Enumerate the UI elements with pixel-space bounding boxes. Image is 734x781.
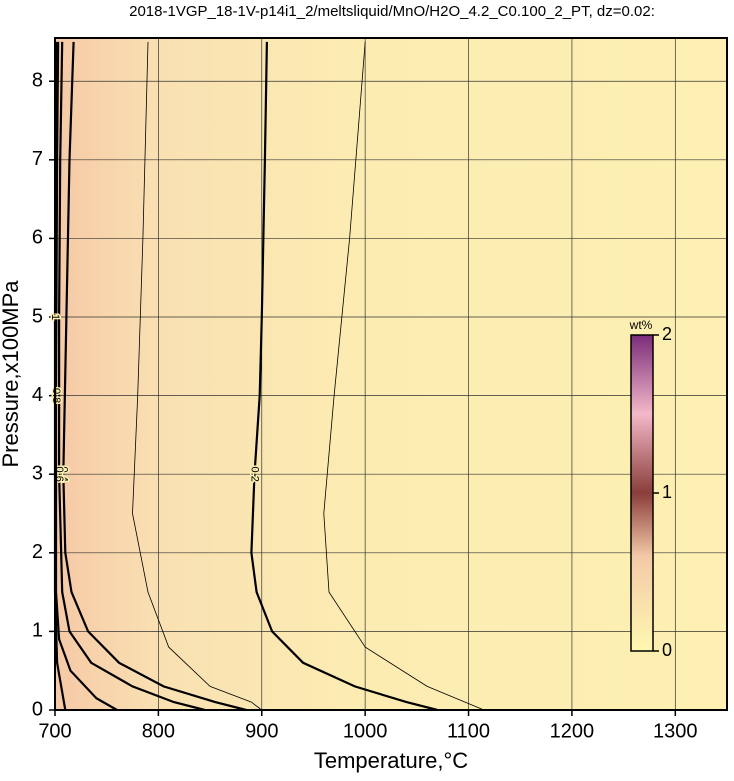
x-axis-label: Temperature,°C: [314, 748, 468, 773]
x-tick-label: 800: [142, 720, 175, 742]
y-tick-label: 7: [32, 148, 43, 170]
y-tick-label: 8: [32, 70, 43, 92]
contour-label: 0.2: [249, 467, 261, 482]
y-axis-label: Pressure,x100MPa: [0, 280, 23, 468]
contour-line: [132, 41, 263, 711]
contour-line: [54, 41, 118, 711]
colorbar: [630, 334, 654, 652]
chart-title: 2018-1VGP_18-1V-p14i1_2/meltsliquid/MnO/…: [129, 3, 655, 20]
x-tick-label: 1100: [447, 720, 490, 742]
contour-line: [62, 41, 247, 712]
colorbar-tick-label: 0: [662, 640, 672, 660]
y-tick-label: 6: [32, 227, 43, 249]
contour-line: [250, 41, 438, 712]
contour-line: [323, 41, 485, 711]
contour-label: 0.8: [50, 388, 62, 403]
x-tick-label: 1000: [343, 720, 388, 742]
contour-label: 1: [49, 314, 61, 320]
colorbar-tick-label: 2: [662, 324, 672, 344]
x-tick-label: 900: [245, 720, 278, 742]
y-tick-label: 1: [32, 620, 43, 642]
y-tick-label: 5: [32, 305, 43, 327]
y-tick-label: 3: [32, 462, 43, 484]
x-tick-label: 1200: [550, 720, 595, 742]
y-tick-label: 0: [32, 698, 43, 720]
colorbar-label: wt%: [629, 318, 653, 332]
colorbar-tick-label: 1: [662, 482, 672, 502]
x-tick-label: 700: [38, 720, 71, 742]
x-tick-label: 1300: [653, 720, 698, 742]
plot-background: [55, 38, 727, 710]
y-tick-label: 2: [32, 541, 43, 563]
contour-line: [58, 41, 206, 712]
contour-line: [53, 41, 67, 711]
y-tick-label: 4: [32, 384, 43, 406]
